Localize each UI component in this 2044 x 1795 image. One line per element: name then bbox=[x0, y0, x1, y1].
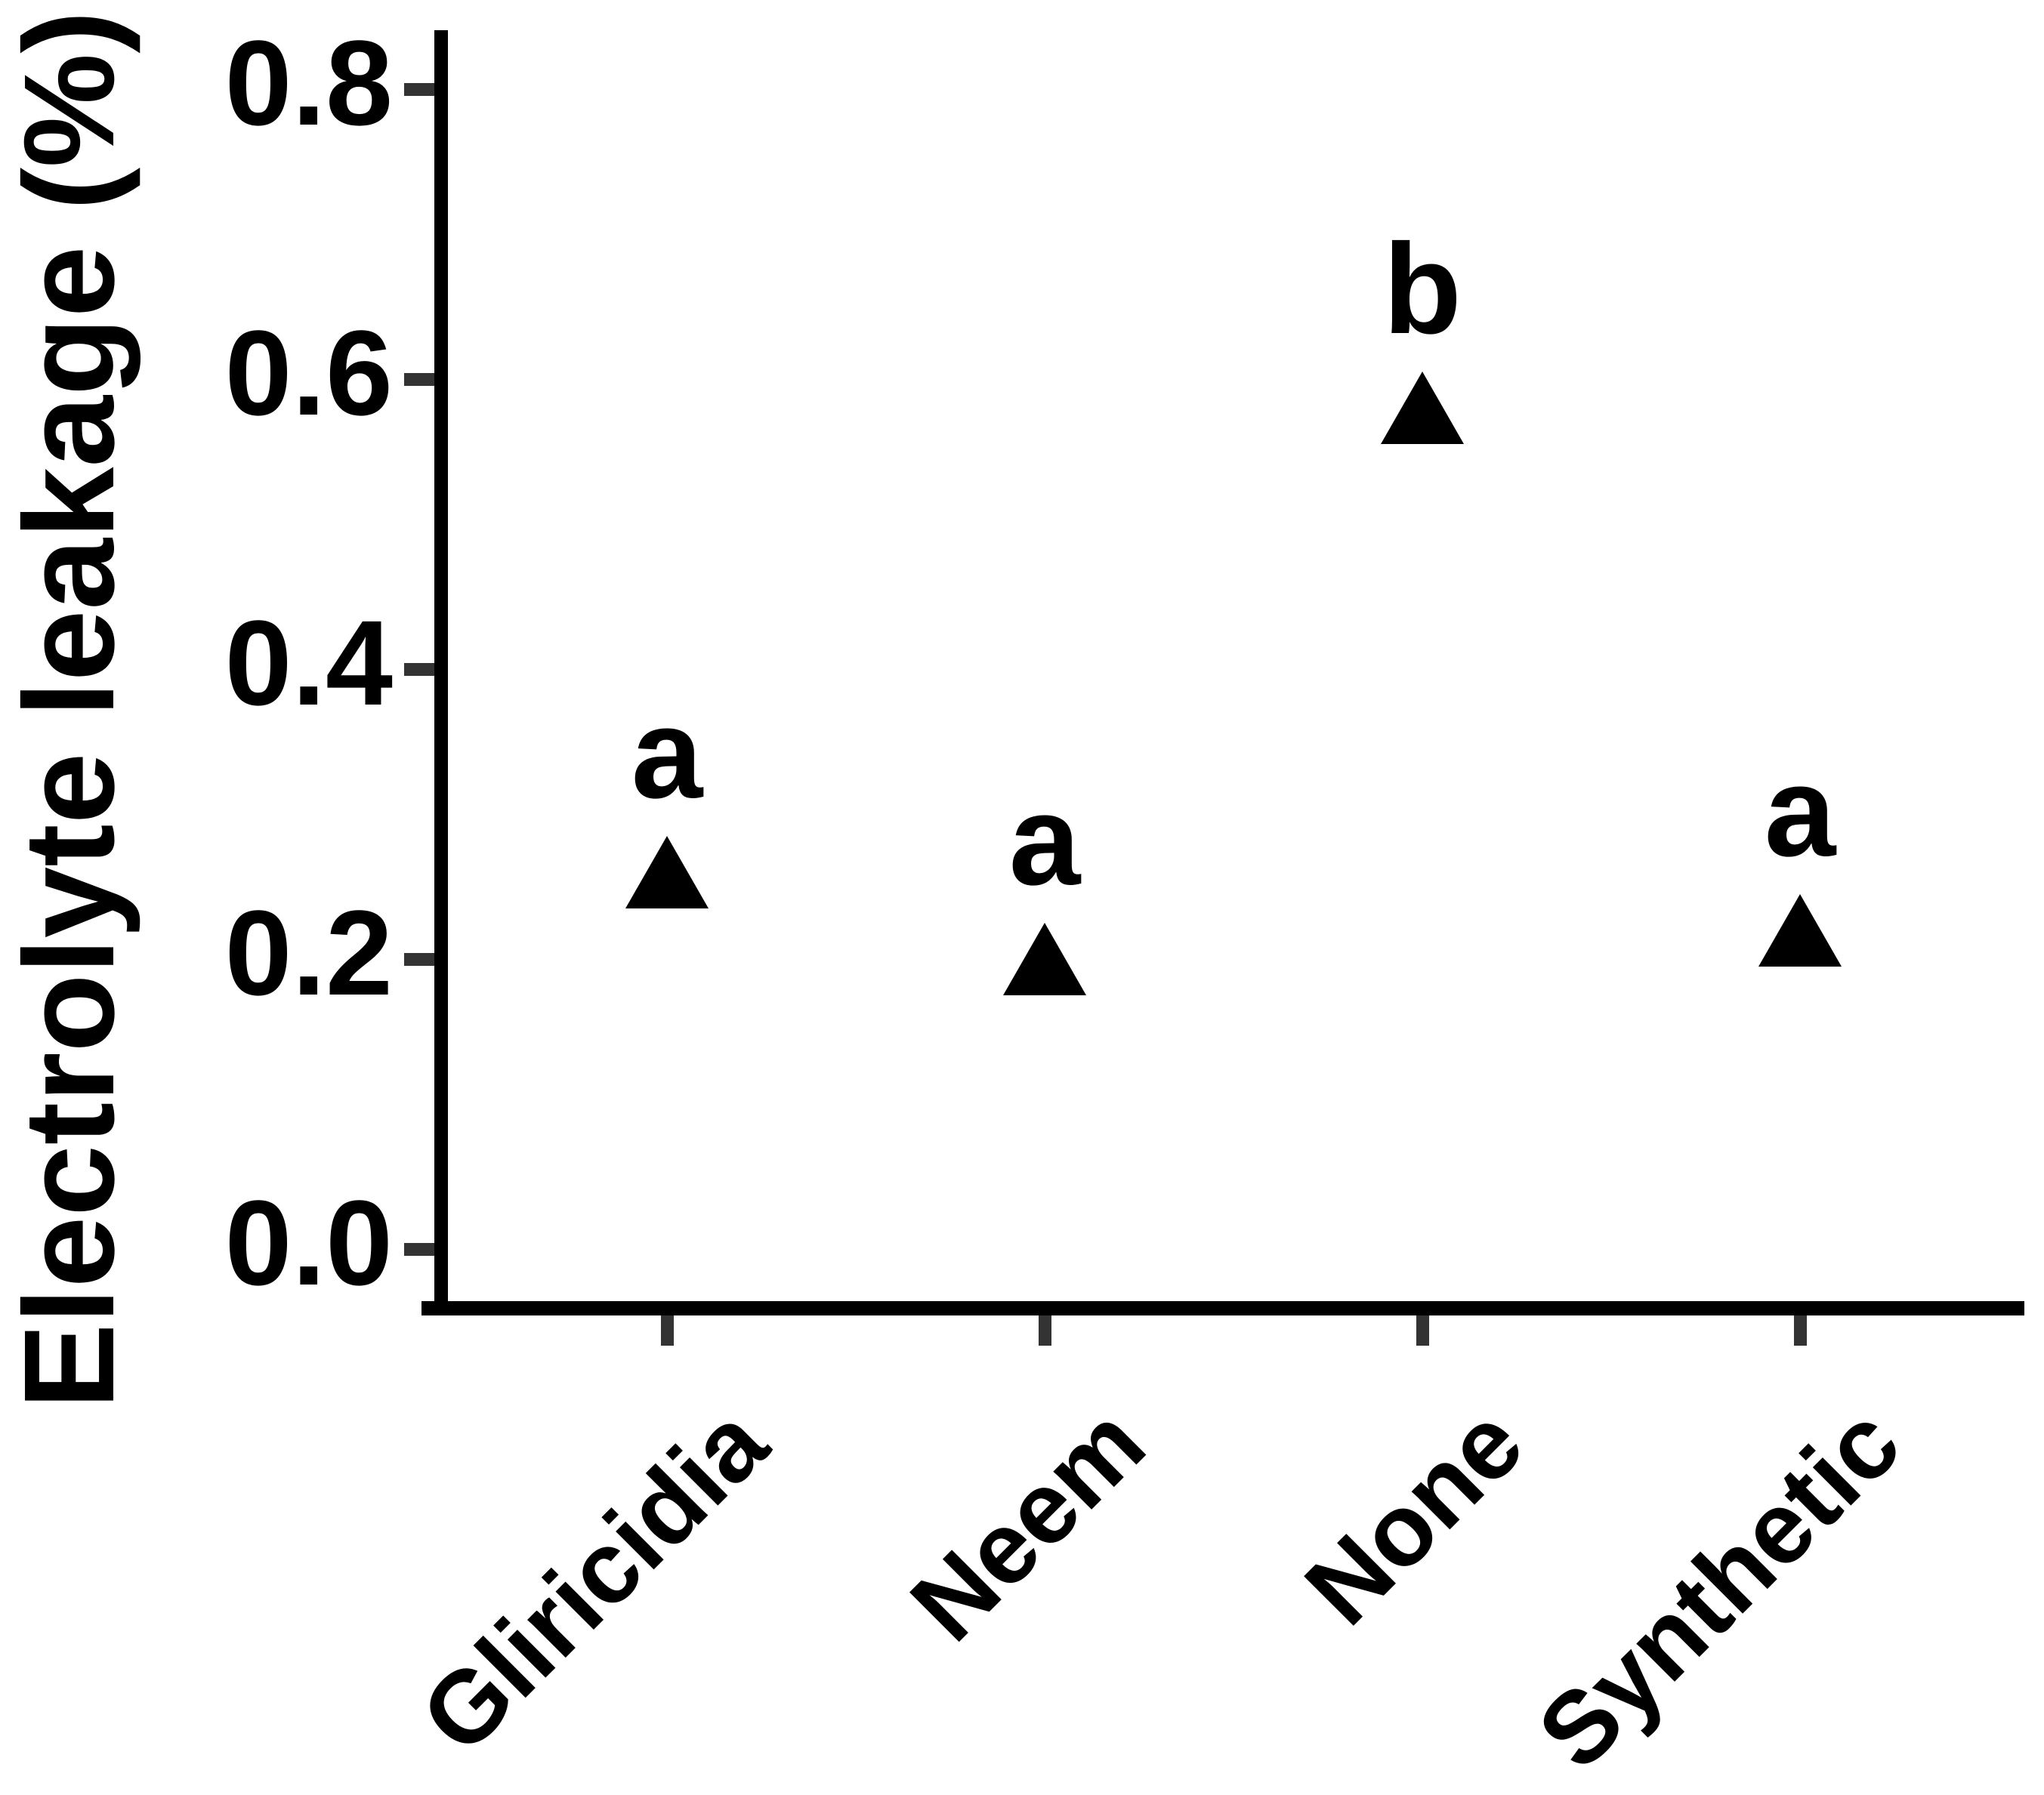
y-tick-label: 0.0 bbox=[224, 1175, 393, 1310]
data-point-marker bbox=[1758, 893, 1842, 967]
y-tick-mark bbox=[404, 1242, 434, 1256]
significance-letter: a bbox=[1764, 739, 1836, 884]
y-tick-label: 0.2 bbox=[224, 885, 393, 1020]
x-tick-mark bbox=[660, 1315, 674, 1346]
significance-letter: b bbox=[1383, 217, 1462, 362]
y-tick-mark bbox=[404, 372, 434, 386]
y-tick-mark bbox=[404, 82, 434, 96]
x-tick-mark bbox=[1793, 1315, 1807, 1346]
y-tick-label: 0.6 bbox=[224, 305, 393, 440]
significance-letter: a bbox=[631, 681, 703, 825]
x-category-label: Gliricidia bbox=[399, 1385, 789, 1775]
y-tick-label: 0.4 bbox=[224, 595, 393, 730]
x-tick-mark bbox=[1038, 1315, 1051, 1346]
x-axis-line bbox=[421, 1301, 2024, 1315]
significance-letter: a bbox=[1008, 769, 1081, 912]
data-point-marker bbox=[625, 835, 709, 908]
y-tick-label: 0.8 bbox=[224, 15, 393, 150]
x-tick-mark bbox=[1416, 1315, 1429, 1346]
data-point-marker bbox=[1381, 372, 1464, 445]
y-axis-line bbox=[434, 30, 448, 1315]
x-category-label: Neem bbox=[889, 1385, 1167, 1663]
x-category-label: None bbox=[1283, 1385, 1545, 1646]
x-category-label: Synthetic bbox=[1516, 1385, 1922, 1790]
data-point-marker bbox=[1003, 923, 1086, 995]
y-tick-mark bbox=[404, 952, 434, 966]
y-tick-mark bbox=[404, 662, 434, 676]
